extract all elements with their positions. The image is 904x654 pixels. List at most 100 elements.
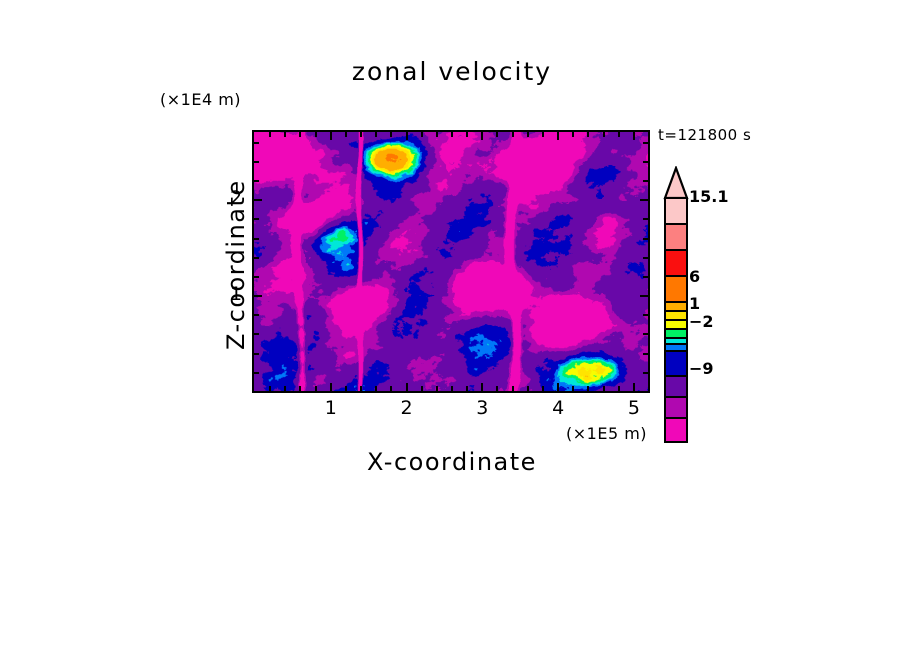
y-tick bbox=[643, 372, 648, 374]
x-tick bbox=[360, 132, 362, 137]
colorbar-segment bbox=[664, 197, 688, 225]
colorbar-top-arrow bbox=[663, 166, 689, 200]
y-tick bbox=[643, 257, 648, 259]
x-tick bbox=[557, 383, 559, 391]
y-tick bbox=[254, 257, 259, 259]
colorbar-segment bbox=[664, 223, 688, 251]
x-tick bbox=[284, 132, 286, 137]
x-tick bbox=[512, 386, 514, 391]
colorbar-tick-label: −9 bbox=[689, 359, 714, 378]
x-tick bbox=[557, 132, 559, 140]
colorbar-tick-label: 1 bbox=[689, 294, 701, 313]
colorbar-segment bbox=[664, 417, 688, 443]
x-tick bbox=[406, 132, 408, 140]
y-tick bbox=[254, 333, 259, 335]
x-tick-label: 1 bbox=[324, 397, 337, 419]
y-tick bbox=[640, 199, 648, 201]
colorbar-segment bbox=[664, 249, 688, 277]
x-tick bbox=[603, 132, 605, 137]
plot-area bbox=[252, 130, 650, 393]
colorbar-tick-label: −2 bbox=[689, 312, 714, 331]
colorbar-segment bbox=[664, 350, 688, 377]
colorbar-segment bbox=[664, 319, 688, 330]
x-tick bbox=[299, 386, 301, 391]
y-tick bbox=[254, 142, 259, 144]
x-tick bbox=[587, 386, 589, 391]
x-tick bbox=[451, 386, 453, 391]
x-tick-label: 3 bbox=[476, 397, 489, 419]
y-tick bbox=[643, 353, 648, 355]
colorbar-segment bbox=[664, 375, 688, 398]
colorbar-segment bbox=[664, 310, 688, 321]
x-tick bbox=[390, 132, 392, 137]
y-tick bbox=[254, 295, 262, 297]
x-tick bbox=[330, 383, 332, 391]
colorbar bbox=[661, 166, 691, 444]
x-tick bbox=[618, 132, 620, 137]
x-tick bbox=[299, 132, 301, 137]
x-tick bbox=[481, 383, 483, 391]
y-tick bbox=[643, 180, 648, 182]
x-tick bbox=[421, 386, 423, 391]
x-tick bbox=[633, 383, 635, 391]
y-tick-label: 1 bbox=[230, 283, 243, 306]
x-tick bbox=[527, 132, 529, 137]
x-tick bbox=[360, 386, 362, 391]
x-tick bbox=[587, 132, 589, 137]
x-tick bbox=[572, 132, 574, 137]
y-tick bbox=[254, 314, 259, 316]
y-tick bbox=[254, 199, 262, 201]
y-tick bbox=[643, 276, 648, 278]
x-tick-label: 4 bbox=[552, 397, 565, 419]
y-tick bbox=[254, 238, 259, 240]
x-axis-title: X-coordinate bbox=[367, 448, 537, 476]
y-tick bbox=[254, 161, 259, 163]
page-title: zonal velocity bbox=[351, 57, 553, 86]
y-tick bbox=[254, 276, 259, 278]
y-tick bbox=[643, 218, 648, 220]
x-tick bbox=[284, 386, 286, 391]
x-tick bbox=[390, 386, 392, 391]
colorbar-tick-label: 6 bbox=[689, 267, 701, 286]
x-tick bbox=[421, 132, 423, 137]
colorbar-swatches bbox=[663, 166, 689, 443]
y-tick bbox=[643, 314, 648, 316]
x-tick bbox=[618, 386, 620, 391]
y-tick bbox=[643, 333, 648, 335]
colorbar-segment bbox=[664, 301, 688, 312]
y-tick-label: 2 bbox=[230, 187, 243, 210]
y-axis-unit-label: (×1E4 m) bbox=[160, 90, 242, 109]
x-tick bbox=[406, 383, 408, 391]
x-tick bbox=[466, 386, 468, 391]
x-tick bbox=[345, 386, 347, 391]
y-tick bbox=[254, 353, 259, 355]
x-tick bbox=[315, 386, 317, 391]
x-tick bbox=[436, 132, 438, 137]
time-annotation: t=121800 s bbox=[658, 126, 752, 144]
x-tick-label: 2 bbox=[400, 397, 413, 419]
x-tick bbox=[269, 132, 271, 137]
x-tick bbox=[633, 132, 635, 140]
y-tick bbox=[254, 180, 259, 182]
x-tick bbox=[466, 132, 468, 137]
y-tick bbox=[254, 372, 259, 374]
x-tick bbox=[542, 132, 544, 137]
colorbar-segment bbox=[664, 275, 688, 303]
y-tick bbox=[643, 238, 648, 240]
x-tick bbox=[603, 386, 605, 391]
y-tick bbox=[640, 295, 648, 297]
x-tick bbox=[512, 132, 514, 137]
x-tick bbox=[496, 132, 498, 137]
x-tick bbox=[330, 132, 332, 140]
colorbar-tick-label: 15.1 bbox=[689, 187, 729, 206]
x-tick bbox=[527, 386, 529, 391]
x-tick bbox=[269, 386, 271, 391]
colorbar-segment bbox=[664, 396, 688, 419]
x-tick bbox=[436, 386, 438, 391]
x-tick bbox=[451, 132, 453, 137]
y-tick bbox=[643, 142, 648, 144]
y-tick bbox=[643, 161, 648, 163]
x-axis-unit-label: (×1E5 m) bbox=[566, 424, 648, 443]
x-tick bbox=[542, 386, 544, 391]
